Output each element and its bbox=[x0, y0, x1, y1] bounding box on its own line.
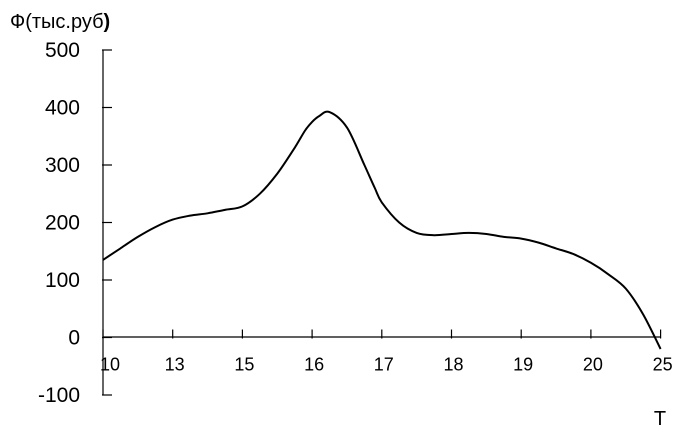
x-tick-label: 15 bbox=[234, 355, 254, 375]
x-tick-label: 17 bbox=[374, 355, 394, 375]
y-tick-label: 500 bbox=[45, 39, 80, 62]
x-tick-label: 16 bbox=[304, 355, 324, 375]
x-tick-label: 19 bbox=[513, 355, 533, 375]
series-line bbox=[102, 110, 662, 350]
y-tick-label: 200 bbox=[45, 212, 80, 235]
y-axis-label-paren: ) bbox=[104, 11, 111, 33]
y-ticks: 500 400 300 200 100 0 -100 bbox=[38, 39, 112, 407]
x-tick-label: 25 bbox=[653, 355, 673, 375]
y-tick-label: 0 bbox=[68, 327, 80, 350]
y-axis-label: Ф(тыс.руб) bbox=[10, 11, 110, 33]
x-axis-label: Т bbox=[654, 408, 666, 430]
x-tick-label: 10 bbox=[100, 355, 120, 375]
y-tick-label: 300 bbox=[45, 154, 80, 177]
y-tick-label: -100 bbox=[38, 384, 80, 407]
y-axis-label-text: Ф(тыс.руб bbox=[10, 11, 104, 33]
x-tick-label: 18 bbox=[443, 355, 463, 375]
x-ticks: 10 13 15 16 17 18 19 20 25 bbox=[100, 329, 673, 375]
x-tick-label: 20 bbox=[583, 355, 603, 375]
y-tick-label: 400 bbox=[45, 97, 80, 120]
x-tick-label: 13 bbox=[165, 355, 185, 375]
y-tick-label: 100 bbox=[45, 269, 80, 292]
